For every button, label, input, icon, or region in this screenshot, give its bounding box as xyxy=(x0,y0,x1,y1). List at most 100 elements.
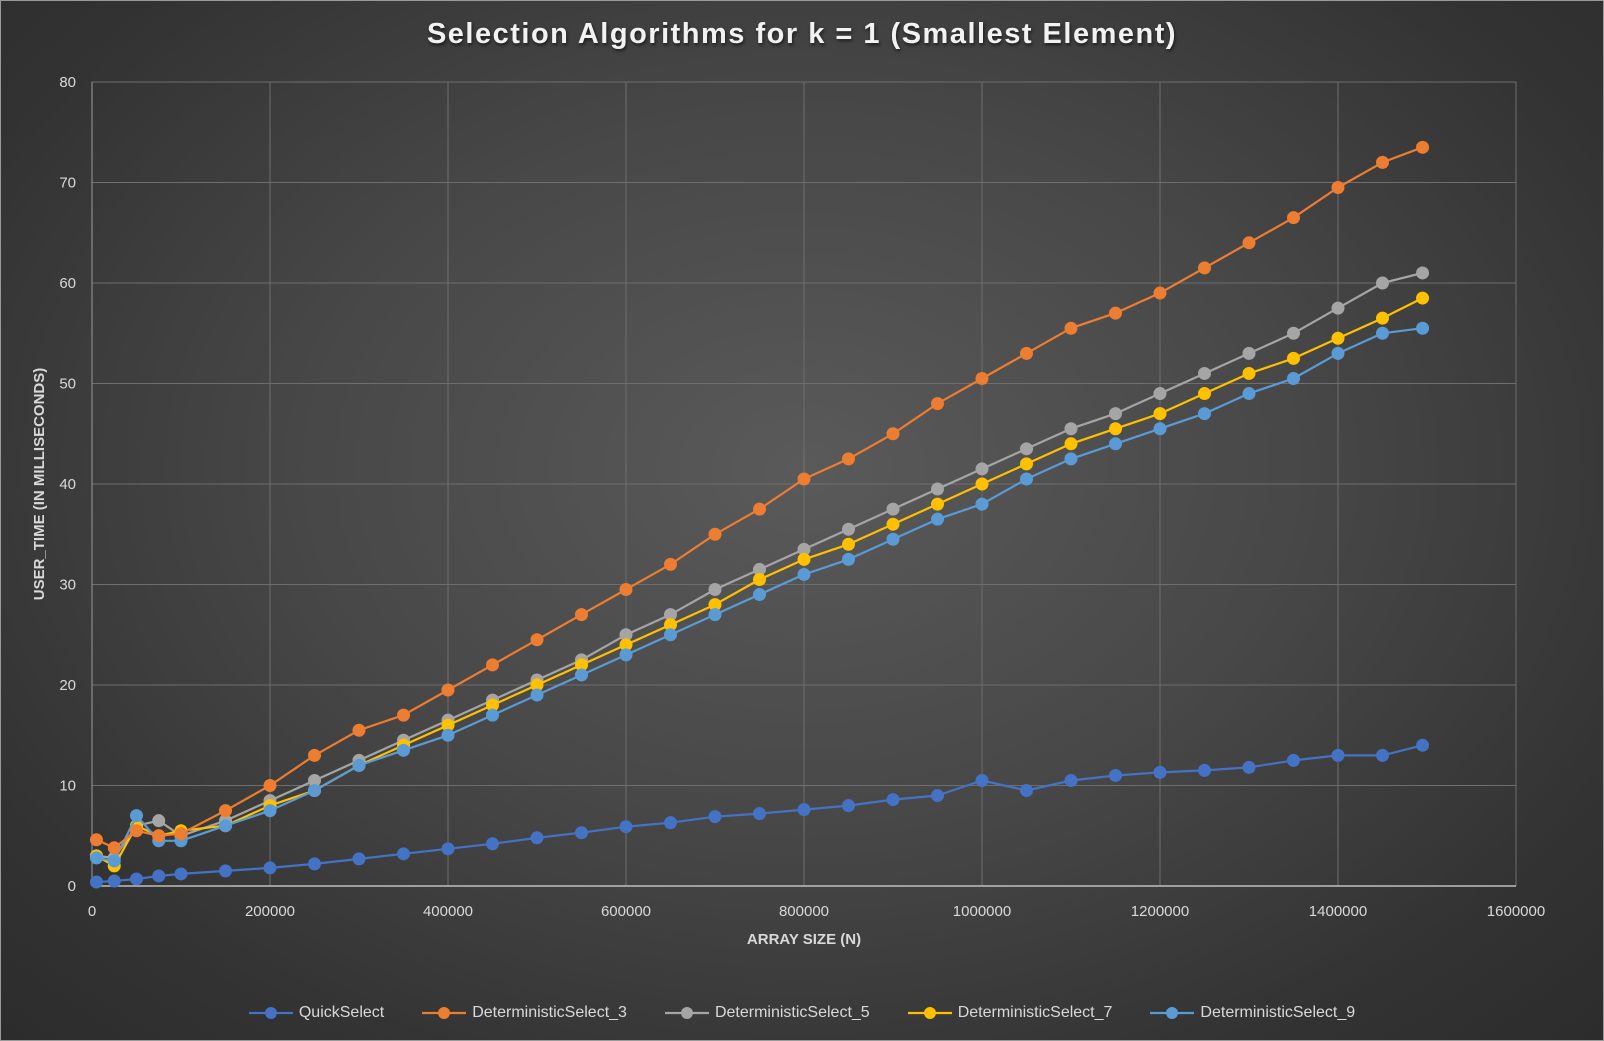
data-point xyxy=(1376,326,1389,340)
data-point xyxy=(441,842,455,856)
data-point xyxy=(1109,437,1122,451)
data-point xyxy=(1242,236,1256,250)
y-tick-label: 70 xyxy=(59,175,76,192)
legend-label: DeterministicSelect_3 xyxy=(472,1004,627,1021)
data-point xyxy=(308,784,321,798)
data-point xyxy=(797,542,811,556)
data-point xyxy=(1287,753,1300,767)
data-point xyxy=(486,708,499,722)
data-point xyxy=(486,837,499,851)
data-point xyxy=(152,869,166,883)
data-point xyxy=(1376,276,1389,290)
data-point xyxy=(886,517,900,531)
data-point xyxy=(1376,155,1389,169)
x-tick-label: 1000000 xyxy=(953,903,1011,920)
data-point xyxy=(664,618,677,632)
data-point xyxy=(1064,773,1078,787)
data-point xyxy=(1198,366,1211,380)
data-point xyxy=(886,793,900,807)
data-point xyxy=(664,557,677,571)
data-point xyxy=(1153,387,1167,401)
data-point xyxy=(797,803,811,817)
data-point xyxy=(530,678,544,692)
data-point xyxy=(575,668,588,682)
data-point xyxy=(619,638,633,652)
data-point xyxy=(1416,738,1430,752)
legend-item-quickselect: QuickSelect xyxy=(248,1004,384,1022)
data-point xyxy=(1109,768,1122,782)
data-point xyxy=(1198,763,1211,777)
data-point xyxy=(619,820,633,834)
data-point xyxy=(931,512,944,526)
data-point xyxy=(441,683,455,697)
data-point xyxy=(797,567,811,581)
data-point xyxy=(263,804,277,818)
data-point xyxy=(575,826,588,840)
tick-labels: 0 10 20 30 40 50 60 70 80 0 200000 400000 600000 8000… xyxy=(59,74,1545,920)
x-tick-label: 400000 xyxy=(423,903,473,920)
legend-label: DeterministicSelect_9 xyxy=(1200,1004,1356,1021)
data-point xyxy=(1287,351,1300,365)
data-point xyxy=(107,854,121,868)
data-point xyxy=(1376,748,1389,762)
legend: QuickSelect DeterministicSelect_3 Determin… xyxy=(0,1004,1604,1022)
data-point xyxy=(664,816,677,830)
data-point xyxy=(753,562,766,576)
legend-swatch-icon xyxy=(248,1007,293,1019)
data-point xyxy=(1020,784,1033,798)
chart-title: Selection Algorithms for k = 1 (Smallest… xyxy=(426,18,1178,50)
y-tick-label: 20 xyxy=(59,677,76,694)
x-axis-label: ARRAY SIZE (N) xyxy=(747,931,861,948)
data-point xyxy=(975,462,989,476)
data-point xyxy=(219,804,232,818)
data-point xyxy=(842,799,855,813)
data-point xyxy=(441,728,455,742)
data-point xyxy=(1198,261,1211,275)
legend-item-deterministicselect-5: DeterministicSelect_5 xyxy=(664,1004,870,1022)
data-point xyxy=(397,847,410,861)
data-point xyxy=(1331,346,1345,360)
data-point xyxy=(1287,371,1300,385)
legend-item-deterministicselect-7: DeterministicSelect_7 xyxy=(907,1004,1112,1022)
data-point xyxy=(89,851,103,865)
data-point xyxy=(797,552,811,566)
y-tick-label: 0 xyxy=(68,878,76,895)
data-point xyxy=(575,608,588,622)
data-point xyxy=(1416,291,1430,305)
data-point xyxy=(441,718,455,732)
data-point xyxy=(1416,321,1430,335)
data-point xyxy=(1331,181,1345,195)
series-line xyxy=(96,146,1423,849)
data-point xyxy=(931,397,944,411)
data-point xyxy=(753,807,766,821)
legend-swatch-icon xyxy=(907,1007,952,1019)
data-point xyxy=(486,698,499,712)
x-tick-label: 600000 xyxy=(601,903,651,920)
data-point xyxy=(1020,457,1033,471)
data-point xyxy=(1109,306,1122,320)
y-axis-label: USER_TIME (IN MILLISECONDS) xyxy=(31,368,48,601)
y-tick-label: 40 xyxy=(59,476,76,493)
data-point xyxy=(174,867,188,881)
y-tick-label: 50 xyxy=(59,376,76,393)
legend-swatch-icon xyxy=(1150,1007,1195,1019)
data-point xyxy=(842,452,855,466)
data-point xyxy=(308,857,321,871)
data-point xyxy=(486,658,499,672)
data-point xyxy=(1331,331,1345,345)
data-point xyxy=(708,608,722,622)
legend-swatch-icon xyxy=(422,1007,467,1019)
data-point xyxy=(1287,211,1300,225)
data-point xyxy=(130,824,143,838)
data-point xyxy=(1331,748,1345,762)
data-point xyxy=(753,572,766,586)
data-point xyxy=(708,527,722,541)
x-tick-label: 200000 xyxy=(245,903,295,920)
data-point xyxy=(1416,266,1430,280)
data-point xyxy=(1064,437,1078,451)
data-point xyxy=(530,633,544,647)
data-point xyxy=(753,502,766,516)
data-point xyxy=(842,537,855,551)
data-point xyxy=(1109,422,1122,436)
